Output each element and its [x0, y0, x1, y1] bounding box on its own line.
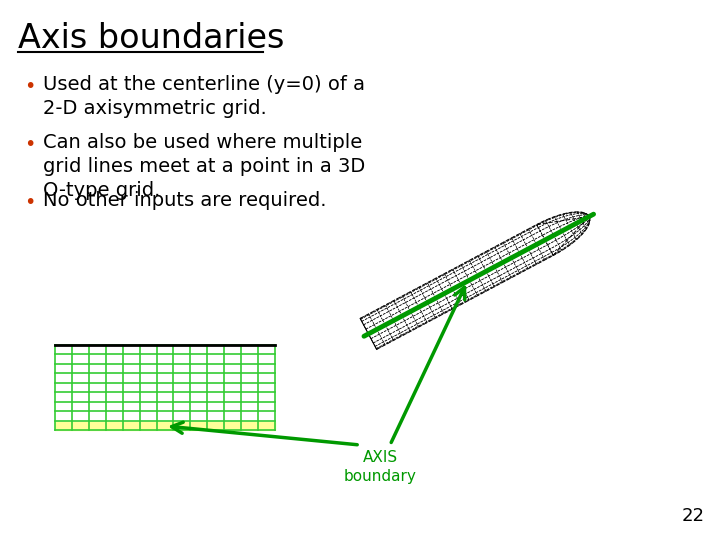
- Text: 22: 22: [682, 507, 705, 525]
- Text: Used at the centerline (y=0) of a
2-D axisymmetric grid.: Used at the centerline (y=0) of a 2-D ax…: [43, 75, 365, 118]
- Text: •: •: [24, 193, 35, 212]
- Text: No other inputs are required.: No other inputs are required.: [43, 191, 326, 210]
- Text: •: •: [24, 77, 35, 96]
- Text: •: •: [24, 135, 35, 154]
- Text: AXIS
boundary: AXIS boundary: [343, 450, 416, 484]
- Text: Can also be used where multiple
grid lines meet at a point in a 3D
O-type grid.: Can also be used where multiple grid lin…: [43, 133, 365, 200]
- Text: Axis boundaries: Axis boundaries: [18, 22, 284, 55]
